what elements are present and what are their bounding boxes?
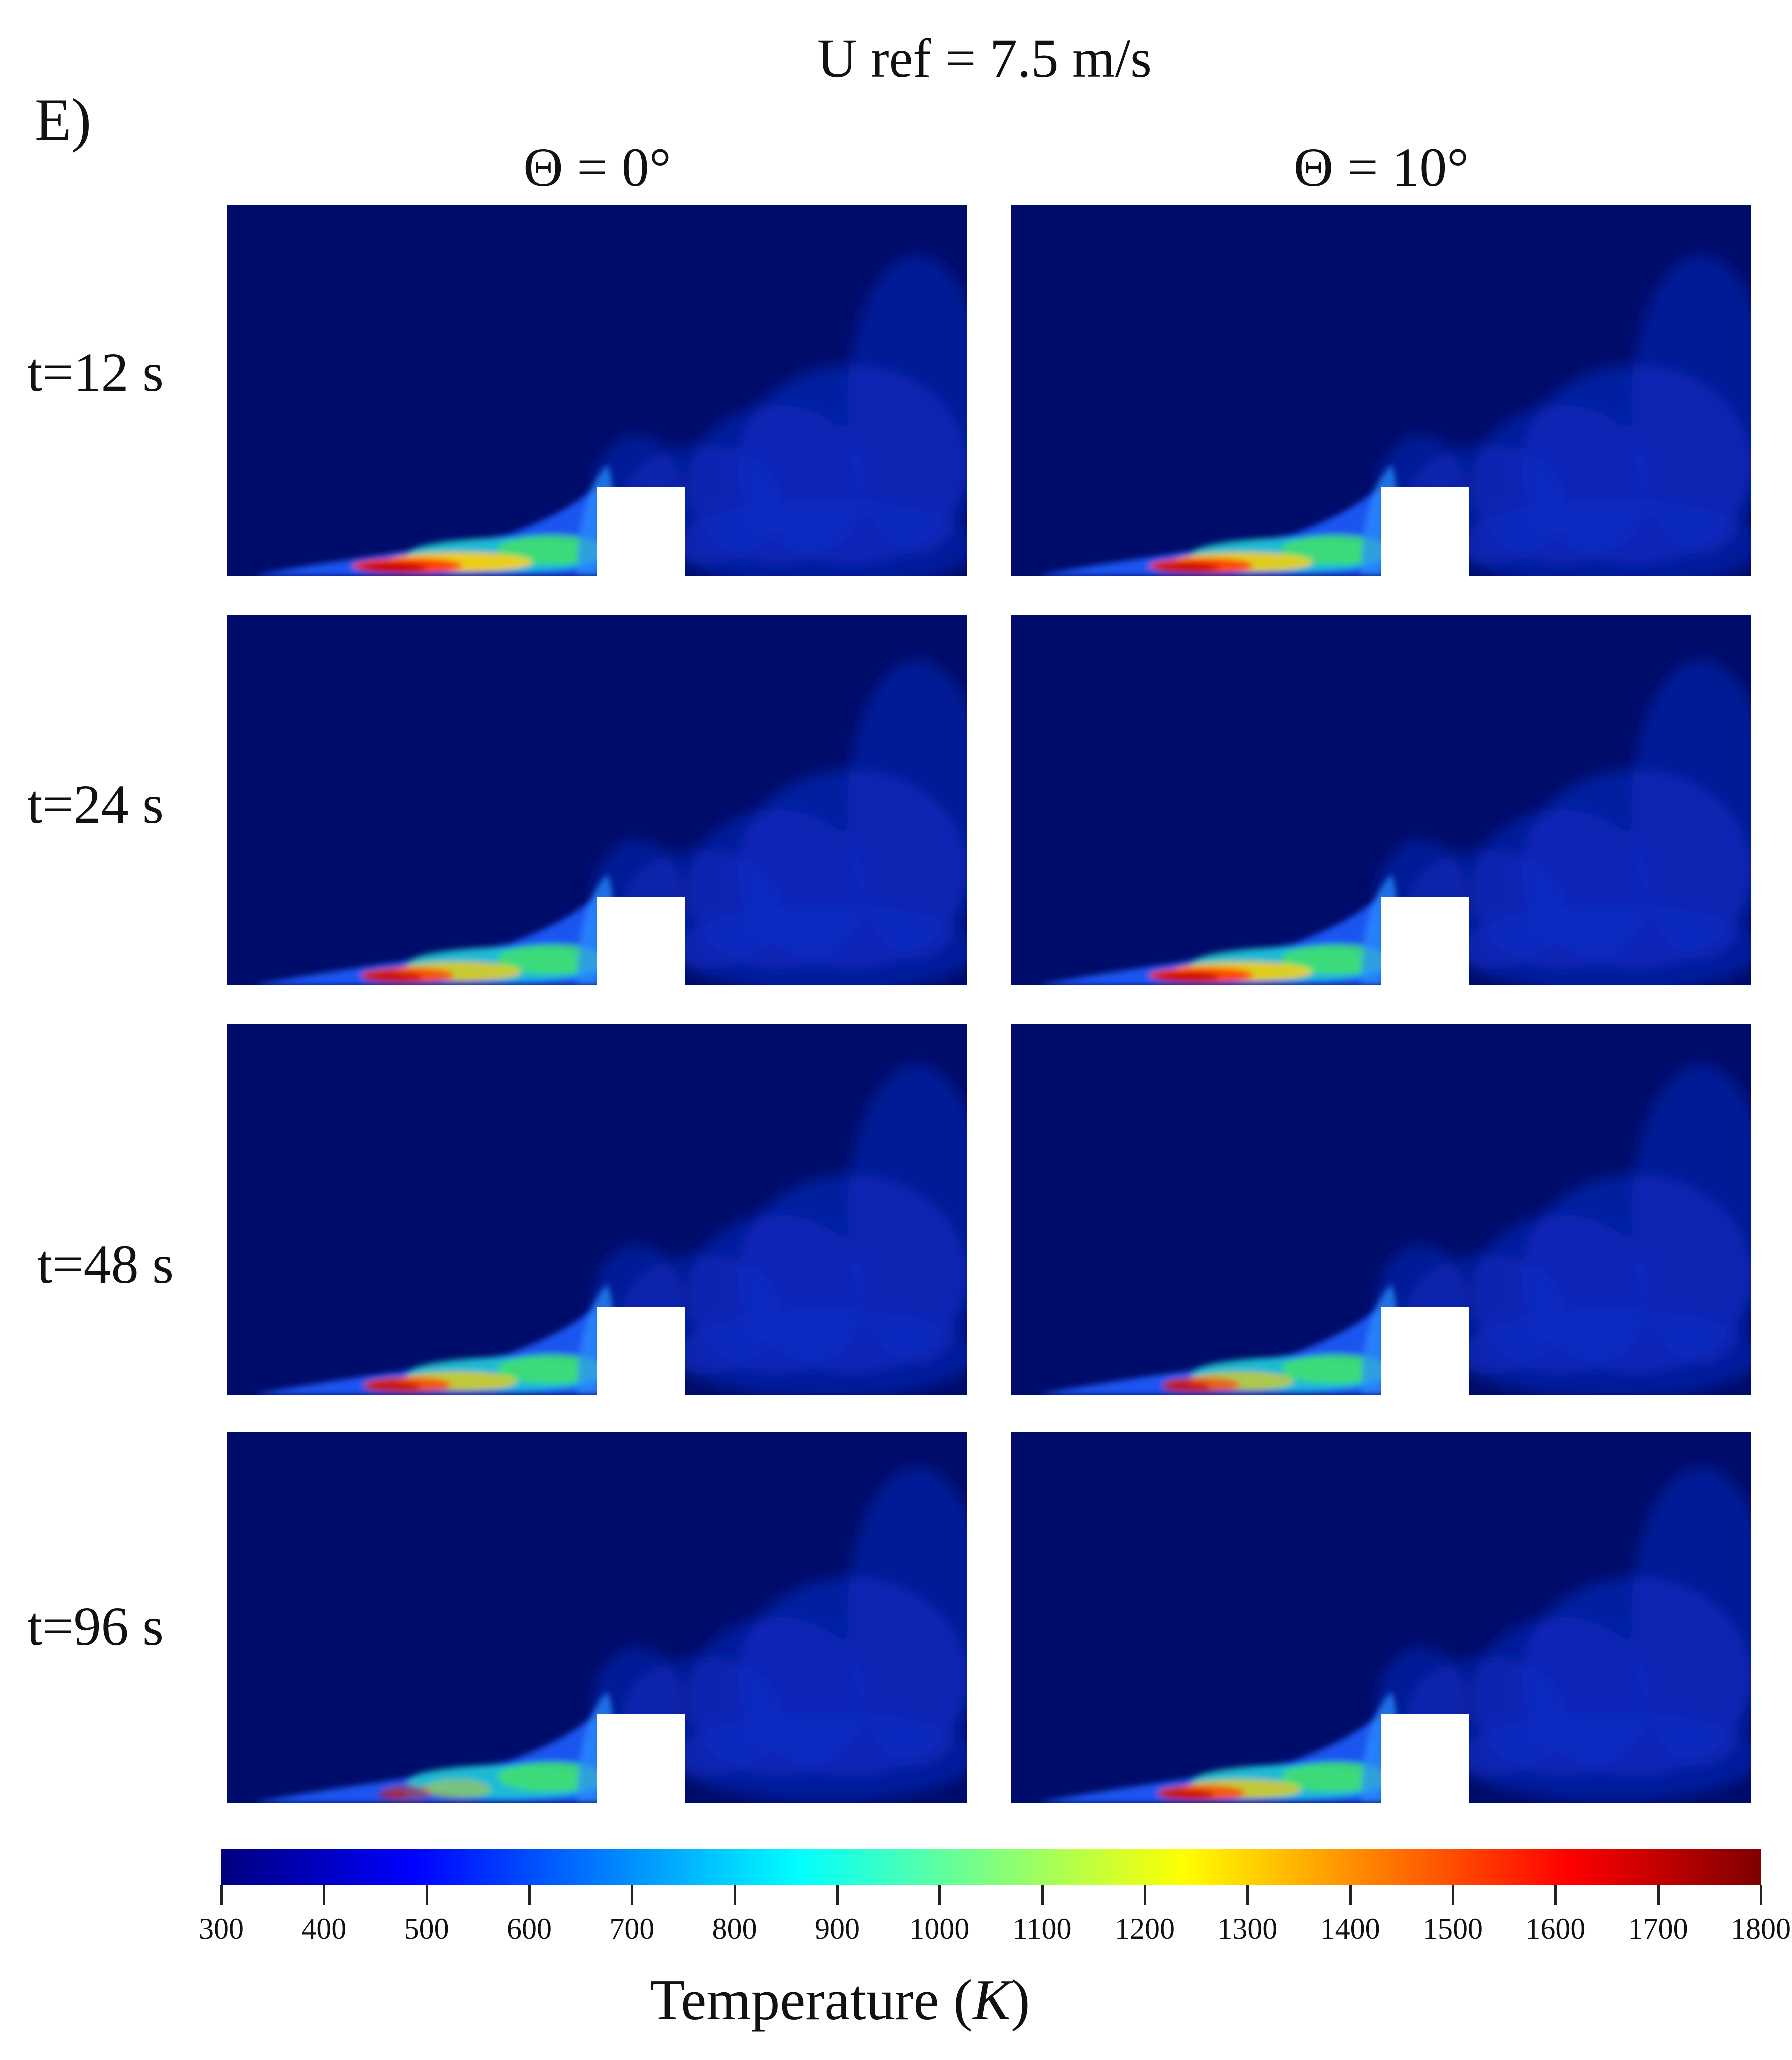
figure-title: U ref = 7.5 m/s	[817, 28, 1152, 89]
colorbar-tick-label: 1600	[1525, 1912, 1586, 1945]
column-header-theta-10: Θ = 10°	[1293, 137, 1469, 198]
colorbar-tick-label: 800	[712, 1912, 757, 1945]
colorbar-tick-label: 1500	[1423, 1912, 1483, 1945]
contour-panel	[1011, 615, 1751, 985]
colorbar-tick-label: 1300	[1217, 1912, 1278, 1945]
colorbar-tick	[1041, 1885, 1044, 1905]
row-header-t96: t=96 s	[27, 1596, 164, 1657]
colorbar-tick-label: 300	[199, 1912, 244, 1945]
row-header-t24: t=24 s	[27, 774, 164, 835]
colorbar-tick	[938, 1885, 941, 1905]
contour-panel	[227, 1432, 967, 1803]
column-header-theta-0: Θ = 0°	[523, 137, 671, 198]
row-header-t12: t=12 s	[27, 342, 164, 403]
colorbar-tick	[1349, 1885, 1352, 1905]
colorbar-tick	[631, 1885, 634, 1905]
colorbar-tick	[1246, 1885, 1249, 1905]
colorbar-label: Temperature (K)	[650, 1968, 1030, 2032]
colorbar-tick	[1760, 1885, 1762, 1905]
contour-panel	[1011, 205, 1751, 576]
colorbar-tick-label: 400	[301, 1912, 347, 1945]
colorbar-tick	[1657, 1885, 1660, 1905]
colorbar-tick	[220, 1885, 223, 1905]
colorbar-tick-label: 1000	[909, 1912, 970, 1945]
colorbar-tick	[733, 1885, 736, 1905]
colorbar-gradient	[221, 1849, 1761, 1885]
colorbar-tick	[836, 1885, 839, 1905]
contour-panel	[227, 205, 967, 576]
colorbar: 300 400 500 600 700 800 900 1000 1100 1200 1300 140…	[199, 1849, 1791, 1999]
colorbar-tick	[1144, 1885, 1146, 1905]
colorbar-tick-label: 500	[404, 1912, 449, 1945]
colorbar-tick	[528, 1885, 531, 1905]
colorbar-tick	[425, 1885, 428, 1905]
panel-letter: E)	[35, 86, 92, 153]
colorbar-tick-label: 1400	[1320, 1912, 1380, 1945]
contour-panel	[227, 1024, 967, 1395]
colorbar-tick-label: 1200	[1115, 1912, 1175, 1945]
contour-panel	[1011, 1432, 1751, 1803]
colorbar-tick	[323, 1885, 326, 1905]
colorbar-tick-label: 1800	[1731, 1912, 1791, 1945]
colorbar-tick-label: 1100	[1012, 1912, 1072, 1945]
colorbar-tick	[1452, 1885, 1454, 1905]
colorbar-tick-label: 700	[609, 1912, 655, 1945]
colorbar-tick-label: 600	[507, 1912, 552, 1945]
colorbar-tick	[1554, 1885, 1557, 1905]
contour-panel	[227, 615, 967, 985]
colorbar-tick-label: 1700	[1628, 1912, 1688, 1945]
row-header-t48: t=48 s	[37, 1234, 174, 1295]
colorbar-tick-label: 900	[815, 1912, 860, 1945]
contour-panel	[1011, 1024, 1751, 1395]
